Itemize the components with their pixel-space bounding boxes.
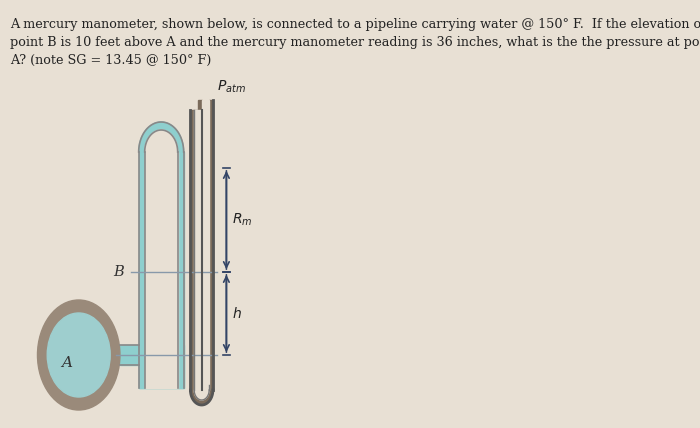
Text: A: A (61, 356, 72, 370)
Wedge shape (145, 130, 178, 152)
Bar (139, 345, 183, 388)
Bar (190, 110, 213, 390)
Bar (139, 152, 183, 388)
Text: B: B (113, 265, 124, 279)
Wedge shape (190, 390, 213, 405)
Circle shape (47, 313, 110, 397)
Text: $h$: $h$ (232, 306, 242, 321)
Bar (194, 110, 209, 390)
Text: A mercury manometer, shown below, is connected to a pipeline carrying water @ 15: A mercury manometer, shown below, is con… (10, 18, 700, 31)
Wedge shape (194, 390, 209, 400)
Wedge shape (139, 122, 183, 152)
Text: A? (note SG = 13.45 @ 150° F): A? (note SG = 13.45 @ 150° F) (10, 54, 212, 67)
Text: $P_{atm}$: $P_{atm}$ (218, 79, 246, 95)
Bar (145, 152, 178, 388)
Bar (120, 345, 139, 365)
Bar (202, 100, 209, 110)
Bar (209, 100, 213, 110)
Text: $R_m$: $R_m$ (232, 212, 253, 228)
Bar (198, 100, 202, 110)
Text: point B is 10 feet above A and the mercury manometer reading is 36 inches, what : point B is 10 feet above A and the mercu… (10, 36, 700, 49)
Circle shape (38, 300, 120, 410)
